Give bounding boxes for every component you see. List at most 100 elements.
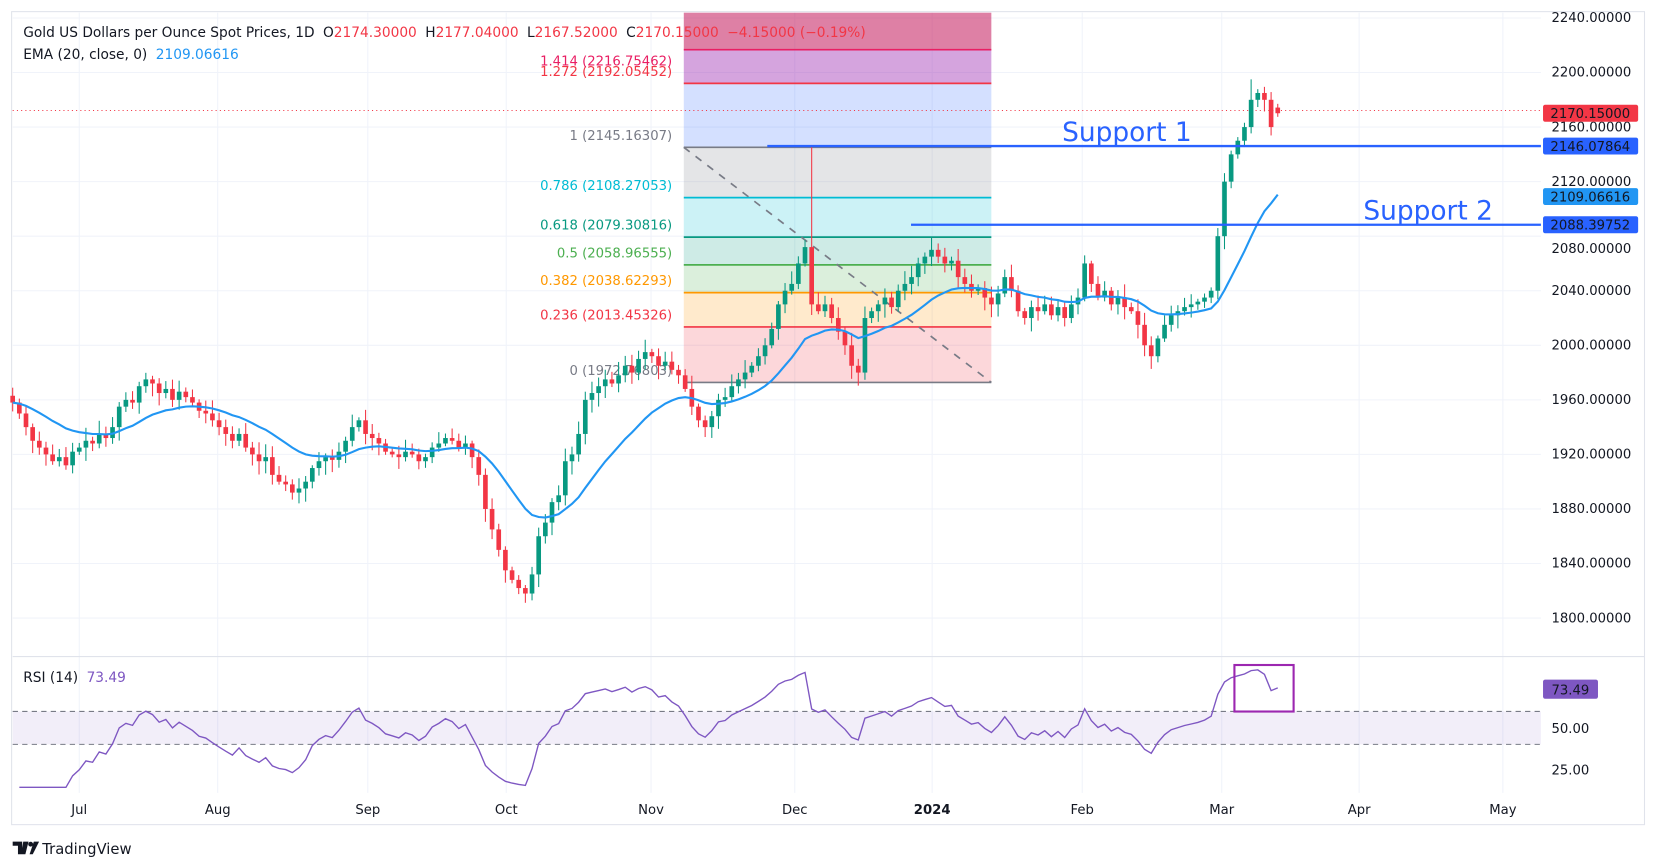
ema-legend[interactable]: EMA (20, close, 0) 2109.06616 bbox=[23, 47, 238, 63]
c-label: C bbox=[626, 25, 636, 41]
candle-body bbox=[436, 443, 442, 448]
candle-body bbox=[210, 413, 215, 421]
rsi-legend[interactable]: RSI (14) 73.49 bbox=[23, 670, 126, 686]
candle-body bbox=[1235, 140, 1241, 155]
candle-body bbox=[270, 457, 275, 475]
tradingview-logo-icon bbox=[12, 841, 29, 855]
support-1-label: Support 1 bbox=[1062, 117, 1192, 148]
legend-row: Gold US Dollars per Ounce Spot Prices, 1… bbox=[23, 25, 865, 41]
candle-body bbox=[529, 574, 535, 594]
time-tick-label: Mar bbox=[1209, 803, 1234, 818]
candle-body bbox=[782, 290, 788, 305]
candle-body bbox=[296, 488, 302, 493]
candle-body bbox=[829, 304, 834, 319]
fib-level-label: 0.618 (2079.30816) bbox=[540, 219, 672, 234]
candle-body bbox=[849, 345, 854, 366]
time-tick-label: May bbox=[1489, 803, 1516, 818]
candle-body bbox=[456, 440, 462, 448]
candle-body bbox=[1155, 338, 1161, 357]
rsi-tick-label: 25.00 bbox=[1551, 763, 1589, 778]
fib-zone bbox=[683, 197, 992, 238]
candle-body bbox=[1029, 307, 1034, 319]
candle-body bbox=[1035, 307, 1041, 312]
candle-body bbox=[216, 420, 222, 428]
candle-body bbox=[90, 440, 95, 444]
candle-body bbox=[443, 438, 448, 444]
candle-body bbox=[523, 588, 528, 594]
candle-body bbox=[796, 263, 801, 284]
candle-body bbox=[1055, 307, 1061, 316]
support-lines[interactable]: Support 1 Support 2 bbox=[767, 117, 1541, 227]
candle-body bbox=[103, 433, 109, 439]
fib-trend-line bbox=[683, 146, 992, 384]
candle-body bbox=[1009, 277, 1014, 291]
time-axis[interactable]: Jul Aug Sep Oct Nov Dec 2024 Feb Mar Apr May bbox=[70, 803, 1516, 818]
time-tick-label: Oct bbox=[495, 803, 518, 818]
tradingview-logo[interactable]: TradingView bbox=[12, 841, 132, 858]
fib-level-label: 1.414 (2216.75462) bbox=[540, 55, 672, 70]
candle-body bbox=[636, 358, 641, 373]
time-tick-label: 2024 bbox=[914, 803, 951, 818]
fibonacci-retracement[interactable]: 0 (1972.76803) 0.236 (2013.45326) 0.382 (2… bbox=[540, 12, 992, 384]
price-badge-label: 2088.39752 bbox=[1550, 218, 1630, 233]
candle-body bbox=[1275, 107, 1281, 114]
candle-body bbox=[423, 457, 428, 462]
candle-body bbox=[1222, 181, 1227, 237]
candle-body bbox=[549, 502, 555, 523]
candle-body bbox=[975, 288, 981, 291]
price-tick-label: 2200.00000 bbox=[1551, 66, 1631, 81]
candle-body bbox=[1082, 263, 1087, 298]
candle-body bbox=[403, 451, 408, 458]
price-badge-label: 2170.15000 bbox=[1550, 107, 1630, 122]
candle-body bbox=[329, 457, 335, 460]
candle-body bbox=[676, 369, 681, 376]
brand-name: TradingView bbox=[41, 841, 131, 858]
high-value: 2177.04000 bbox=[436, 25, 519, 41]
candle-body bbox=[1208, 290, 1214, 298]
time-tick-label: Dec bbox=[782, 803, 808, 818]
candle-body bbox=[702, 420, 708, 428]
candle-body bbox=[1242, 127, 1247, 141]
candle-body bbox=[536, 536, 542, 575]
candle-body bbox=[170, 388, 175, 400]
candle-body bbox=[589, 393, 595, 400]
candle-body bbox=[496, 529, 502, 550]
candle-body bbox=[909, 277, 914, 284]
candle-body bbox=[729, 386, 735, 398]
fib-level-label: 0.786 (2108.27053) bbox=[540, 179, 672, 194]
candle-body bbox=[1088, 263, 1094, 284]
candle-body bbox=[1115, 297, 1121, 305]
price-axis[interactable]: 2240.00000 2200.00000 2160.00000 2120.00000… bbox=[1543, 11, 1639, 626]
candle-body bbox=[1202, 297, 1207, 302]
candle-body bbox=[56, 457, 62, 462]
candle-body bbox=[70, 451, 75, 466]
candle-body bbox=[922, 256, 928, 264]
candle-body bbox=[176, 391, 182, 400]
price-tick-label: 2040.00000 bbox=[1551, 284, 1631, 299]
change-value: −4.15000 (−0.19%) bbox=[727, 25, 866, 41]
candle-body bbox=[1015, 290, 1021, 312]
candle-body bbox=[23, 413, 29, 428]
time-tick-label: Sep bbox=[355, 803, 380, 818]
candle-body bbox=[369, 433, 375, 439]
candle-body bbox=[276, 474, 282, 482]
ema-label: EMA (20, close, 0) bbox=[23, 47, 147, 63]
price-tick-label: 1960.00000 bbox=[1551, 393, 1631, 408]
candle-body bbox=[349, 427, 355, 441]
candle-body bbox=[230, 433, 235, 441]
candle-body bbox=[756, 356, 761, 366]
rsi-tick-label: 50.00 bbox=[1551, 722, 1589, 737]
ema-value: 2109.06616 bbox=[156, 47, 239, 63]
rsi-badge bbox=[1543, 679, 1598, 699]
candle-body bbox=[929, 249, 934, 257]
candle-body bbox=[569, 454, 575, 462]
candle-body bbox=[416, 454, 422, 462]
candle-body bbox=[842, 331, 848, 346]
candle-body bbox=[463, 443, 468, 448]
candle-body bbox=[503, 549, 508, 571]
candle-body bbox=[30, 427, 35, 441]
candle-body bbox=[862, 318, 868, 373]
price-tick-label: 2120.00000 bbox=[1551, 175, 1631, 190]
rsi-value: 73.49 bbox=[87, 670, 126, 686]
